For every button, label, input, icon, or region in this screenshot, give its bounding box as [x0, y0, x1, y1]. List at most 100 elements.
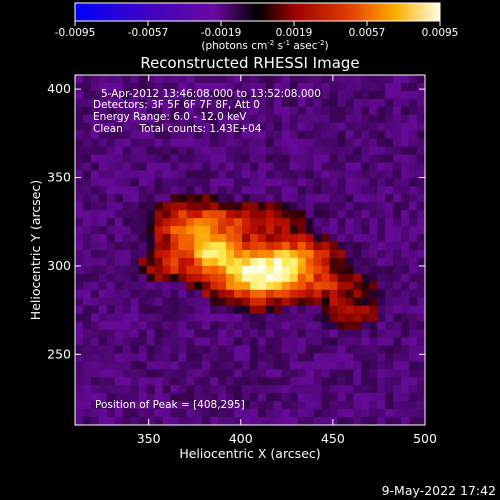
- heatmap-cell: [250, 377, 259, 386]
- heatmap-cell: [337, 321, 346, 330]
- heatmap-cell: [146, 361, 155, 370]
- heatmap-cell: [265, 361, 275, 370]
- heatmap-cell: [75, 130, 84, 140]
- heatmap-cell: [146, 202, 155, 211]
- heatmap-cell: [138, 265, 147, 275]
- heatmap-cell: [106, 154, 116, 163]
- heatmap-cell: [313, 273, 322, 283]
- heatmap-cell: [313, 130, 322, 140]
- heatmap-cell: [289, 289, 299, 299]
- heatmap-cell: [329, 122, 338, 132]
- heatmap-cell: [242, 250, 251, 259]
- heatmap-cell: [170, 154, 179, 163]
- heatmap-cell: [401, 114, 410, 124]
- heatmap-cell: [90, 218, 100, 227]
- heatmap-cell: [218, 82, 227, 92]
- heatmap-cell: [194, 98, 203, 108]
- heatmap-cell: [75, 361, 84, 370]
- heatmap-cell: [337, 98, 346, 108]
- heatmap-cell: [305, 162, 315, 171]
- heatmap-cell: [130, 385, 140, 394]
- heatmap-cell: [98, 250, 108, 259]
- heatmap-cell: [154, 130, 163, 140]
- heatmap-cell: [329, 186, 338, 195]
- heatmap-cell: [281, 417, 291, 425]
- heatmap-cell: [218, 138, 227, 147]
- heatmap-cell: [417, 265, 425, 275]
- heatmap-cell: [369, 337, 378, 346]
- heatmap-cell: [401, 289, 410, 299]
- heatmap-cell: [257, 186, 267, 195]
- heatmap-cell: [130, 250, 140, 259]
- heatmap-cell: [345, 321, 354, 330]
- heatmap-cell: [377, 329, 386, 338]
- heatmap-cell: [305, 218, 315, 227]
- heatmap-cell: [353, 369, 362, 378]
- heatmap-cell: [75, 273, 84, 283]
- heatmap-cell: [242, 218, 251, 227]
- heatmap-cell: [337, 250, 346, 259]
- heatmap-cell: [130, 265, 140, 275]
- heatmap-cell: [369, 417, 378, 425]
- heatmap-cell: [186, 401, 195, 410]
- heatmap-cell: [385, 401, 394, 410]
- heatmap-cell: [146, 305, 155, 315]
- heatmap-cell: [162, 202, 171, 211]
- heatmap-cell: [361, 250, 370, 259]
- heatmap-cell: [226, 393, 235, 402]
- heatmap-cell: [369, 401, 378, 410]
- heatmap-cell: [106, 90, 116, 100]
- heatmap-cell: [297, 218, 307, 227]
- heatmap-cell: [138, 250, 147, 259]
- heatmap-cell: [122, 345, 132, 354]
- heatmap-cell: [122, 202, 132, 211]
- heatmap-cell: [154, 210, 163, 219]
- heatmap-cell: [114, 337, 124, 346]
- heatmap-cell: [377, 289, 386, 299]
- heatmap-cell: [297, 170, 307, 179]
- heatmap-cell: [281, 106, 291, 116]
- heatmap-cell: [297, 409, 307, 418]
- heatmap-cell: [82, 186, 92, 195]
- heatmap-cell: [178, 154, 187, 163]
- heatmap-cell: [250, 281, 259, 291]
- heatmap-cell: [337, 305, 346, 315]
- heatmap-cell: [385, 114, 394, 124]
- heatmap-cell: [234, 250, 243, 259]
- heatmap-cell: [289, 417, 299, 425]
- heatmap-cell: [369, 226, 378, 235]
- heatmap-cell: [146, 130, 155, 140]
- heatmap-cell: [82, 353, 92, 362]
- heatmap-cell: [313, 281, 322, 291]
- heatmap-cell: [313, 353, 322, 362]
- heatmap-cell: [385, 242, 394, 251]
- heatmap-cell: [289, 353, 299, 362]
- heatmap-cell: [305, 257, 315, 267]
- heatmap-cell: [226, 401, 235, 410]
- heatmap-cell: [305, 242, 315, 251]
- heatmap-cell: [273, 385, 283, 394]
- heatmap-cell: [218, 377, 227, 386]
- heatmap-cell: [82, 321, 92, 330]
- heatmap-cell: [114, 385, 124, 394]
- heatmap-cell: [154, 90, 163, 100]
- heatmap-cell: [186, 146, 195, 155]
- heatmap-cell: [98, 226, 108, 235]
- heatmap-cell: [257, 369, 267, 378]
- heatmap-cell: [162, 82, 171, 92]
- heatmap-cell: [186, 75, 195, 84]
- heatmap-cell: [75, 337, 84, 346]
- heatmap-cell: [281, 265, 291, 275]
- heatmap-cell: [297, 202, 307, 211]
- heatmap-cell: [130, 226, 140, 235]
- heatmap-cell: [361, 393, 370, 402]
- heatmap-cell: [409, 162, 418, 171]
- heatmap-cell: [265, 146, 275, 155]
- heatmap-cell: [122, 242, 132, 251]
- heatmap-cell: [345, 82, 354, 92]
- heatmap-cell: [90, 130, 100, 140]
- heatmap-cell: [289, 377, 299, 386]
- heatmap-cell: [345, 162, 354, 171]
- heatmap-cell: [353, 289, 362, 299]
- heatmap-cell: [202, 226, 211, 235]
